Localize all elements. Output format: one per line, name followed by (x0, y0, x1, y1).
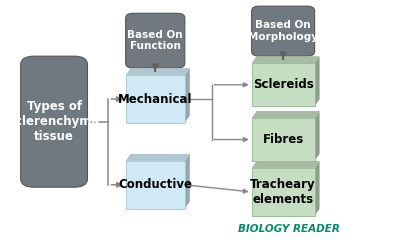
FancyBboxPatch shape (126, 161, 185, 209)
Polygon shape (315, 111, 320, 161)
Polygon shape (252, 56, 320, 63)
Text: Fibres: Fibres (262, 133, 304, 146)
Text: Sclereids: Sclereids (253, 78, 314, 91)
Polygon shape (252, 111, 320, 118)
FancyBboxPatch shape (252, 63, 315, 106)
Text: Types of
sclerenchyma
tissue: Types of sclerenchyma tissue (8, 100, 100, 143)
Text: Mechanical: Mechanical (118, 93, 192, 106)
Text: Tracheary
elements: Tracheary elements (250, 178, 316, 206)
Text: Conductive: Conductive (118, 178, 192, 191)
Polygon shape (185, 154, 190, 209)
FancyBboxPatch shape (252, 118, 315, 161)
FancyBboxPatch shape (21, 56, 88, 187)
FancyBboxPatch shape (126, 13, 185, 68)
Polygon shape (315, 161, 320, 216)
Polygon shape (185, 68, 190, 123)
Polygon shape (126, 154, 190, 161)
Polygon shape (252, 161, 320, 168)
Text: Based On
Function: Based On Function (128, 30, 183, 52)
Polygon shape (126, 68, 190, 75)
Text: BIOLOGY READER: BIOLOGY READER (238, 224, 340, 234)
FancyBboxPatch shape (252, 168, 315, 216)
Text: Based On
Morphology: Based On Morphology (248, 20, 318, 42)
Polygon shape (315, 56, 320, 106)
FancyBboxPatch shape (126, 75, 185, 123)
FancyBboxPatch shape (252, 6, 315, 56)
